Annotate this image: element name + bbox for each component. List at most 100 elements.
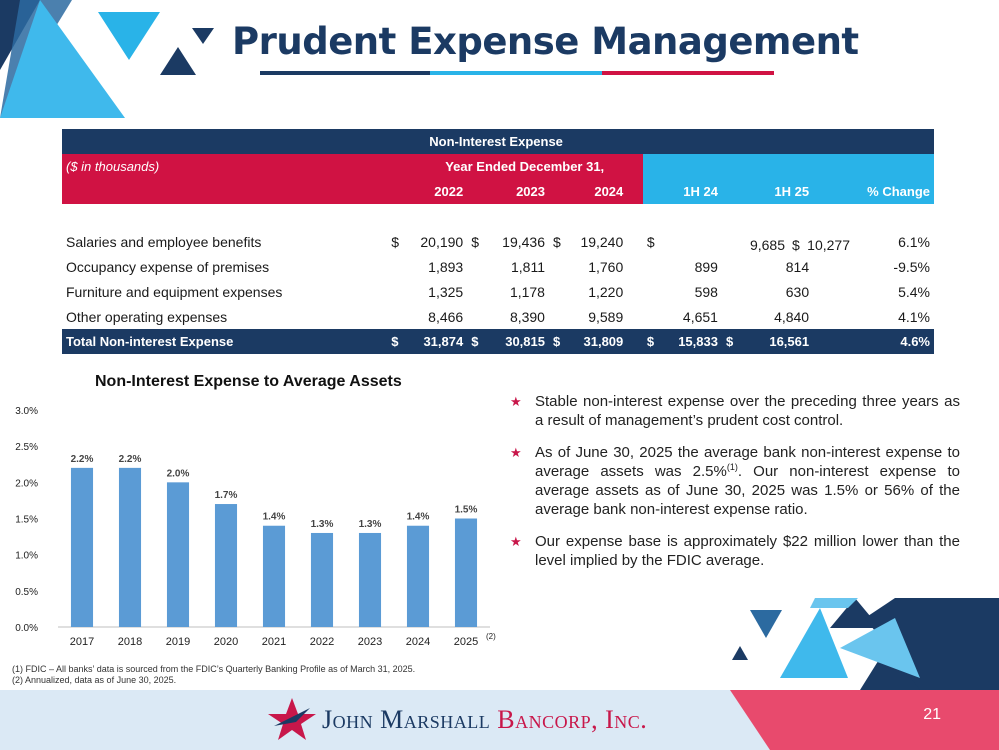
- dollar-sign: $: [552, 233, 561, 250]
- logo-wordmark: John Marshall Bancorp, Inc.: [322, 705, 647, 734]
- data-label: 2.2%: [71, 454, 94, 465]
- title-rule-navy: [260, 71, 430, 75]
- cell-1h24: 598: [694, 283, 718, 300]
- x-tick-label: 2017: [70, 636, 94, 648]
- star-logo-icon: [268, 698, 316, 740]
- x-tick-footnote: (2): [486, 632, 496, 641]
- cell-2022: 20,190: [420, 233, 464, 250]
- star-icon: ★: [510, 534, 522, 549]
- dollar-sign: $: [548, 329, 567, 354]
- cell-pct-change: 4.1%: [898, 308, 930, 325]
- table-banner: Non-Interest Expense: [62, 129, 643, 154]
- logo-part-name: John Marshall: [322, 705, 498, 734]
- cell-2023: 1,178: [509, 283, 545, 300]
- year-group-header: Year Ended December 31,: [387, 154, 628, 179]
- total-pct-change: 4.6%: [813, 329, 934, 354]
- y-tick-label: 1.0%: [15, 551, 38, 562]
- table-header-row-2: 2022 2023 2024 1H 24 1H 25 % Change: [62, 179, 934, 204]
- col-header: 2022: [387, 179, 468, 204]
- data-label: 2.2%: [119, 454, 142, 465]
- cell-pct-change: 5.4%: [898, 283, 930, 300]
- company-logo-text: John Marshall Bancorp, Inc.: [322, 705, 647, 735]
- x-tick-label: 2020: [214, 636, 238, 648]
- bar: [166, 482, 190, 627]
- table-header-row-1: ($ in thousands) Year Ended December 31,: [62, 154, 934, 179]
- col-header: 2023: [467, 179, 549, 204]
- dollar-sign: $: [642, 329, 675, 354]
- bar: [406, 525, 430, 627]
- cell-2023: 1,811: [510, 258, 545, 275]
- dollar-sign: $: [387, 329, 405, 354]
- row-label: Salaries and employee benefits: [66, 233, 262, 250]
- bar: [118, 467, 142, 627]
- bullet-text: . Our non-interest expense to average as…: [535, 463, 960, 518]
- dollar-sign: $: [471, 233, 480, 250]
- header-triangles-decoration: [0, 0, 214, 118]
- table-row: Salaries and employee benefits $ 20,190 …: [62, 229, 934, 254]
- footnote: (1) FDIC – All banks’ data is sourced fr…: [12, 664, 416, 674]
- table-total-row: Total Non-interest Expense $ 31,874 $ 30…: [62, 329, 934, 354]
- col-header: 2024: [548, 179, 628, 204]
- cell-2022: 1,893: [428, 258, 464, 275]
- cell-1h24: 899: [694, 258, 718, 275]
- x-tick-label: 2019: [166, 636, 190, 648]
- data-label: 1.4%: [407, 512, 430, 523]
- footnote-ref: (1): [726, 462, 738, 472]
- cell-1h25: 630: [785, 283, 810, 300]
- footer-red-shape: [730, 690, 999, 750]
- bullet-text: As of June 30, 2025 the average bank non…: [535, 444, 960, 480]
- logo-part-bancorp: Bancorp, Inc.: [497, 705, 648, 734]
- total-1h24: 15,833: [674, 329, 722, 354]
- cell-2024: 9,589: [588, 308, 624, 325]
- cell-pct-change: -9.5%: [893, 258, 930, 275]
- title-rule-red: [602, 71, 774, 75]
- bullet-list: ★ Stable non-interest expense over the p…: [510, 392, 960, 583]
- data-label: 1.3%: [359, 519, 382, 530]
- star-icon: ★: [510, 394, 522, 409]
- cell-2022: 8,466: [428, 308, 464, 325]
- triangle-shape: [0, 0, 125, 118]
- table-banner-row: Non-Interest Expense: [62, 129, 934, 154]
- bullet-item: ★ Stable non-interest expense over the p…: [510, 392, 960, 430]
- table-row: Other operating expenses 8,466 8,390 9,5…: [62, 304, 934, 329]
- total-2023: 30,815: [484, 329, 549, 354]
- y-tick-label: 0.0%: [15, 623, 38, 634]
- row-label: Furniture and equipment expenses: [66, 283, 283, 300]
- triangle-shape: [192, 28, 214, 44]
- expense-table-container: Non-Interest Expense ($ in thousands) Ye…: [62, 129, 934, 354]
- cell-1h25: 814: [785, 258, 810, 275]
- expense-table: Non-Interest Expense ($ in thousands) Ye…: [62, 129, 934, 354]
- total-2024: 31,809: [566, 329, 628, 354]
- y-tick-label: 0.5%: [15, 587, 38, 598]
- cell-2024: 19,240: [580, 233, 624, 250]
- col-header: % Change: [813, 179, 934, 204]
- star-icon: ★: [510, 445, 522, 460]
- x-tick-label: 2021: [262, 636, 286, 648]
- y-tick-label: 1.5%: [15, 515, 38, 526]
- cell-2024: 1,220: [588, 283, 624, 300]
- dollar-sign: $: [721, 329, 766, 354]
- cell-2024: 1,760: [588, 258, 624, 275]
- bar: [70, 467, 94, 627]
- row-label: Other operating expenses: [66, 308, 228, 325]
- data-label: 2.0%: [167, 468, 190, 479]
- total-label: Total Non-interest Expense: [62, 329, 388, 354]
- x-tick-label: 2023: [358, 636, 382, 648]
- bar: [454, 518, 478, 627]
- bullet-item: ★ Our expense base is approximately $22 …: [510, 532, 960, 570]
- units-note: ($ in thousands): [62, 154, 388, 179]
- x-tick-label: 2018: [118, 636, 142, 648]
- y-tick-label: 2.5%: [15, 442, 38, 453]
- total-2022: 31,874: [404, 329, 468, 354]
- cell-2022: 1,325: [428, 283, 464, 300]
- cell-1h24: 4,651: [682, 308, 718, 325]
- dollar-sign: $: [646, 233, 655, 250]
- page-number: 21: [923, 706, 941, 723]
- x-tick-label: 2022: [310, 636, 334, 648]
- cell-1h25: 4,840: [774, 308, 810, 325]
- bar: [358, 532, 382, 627]
- table-row: Occupancy expense of premises 1,893 1,81…: [62, 254, 934, 279]
- data-label: 1.4%: [263, 512, 286, 523]
- data-label: 1.3%: [311, 519, 334, 530]
- bar: [262, 525, 286, 627]
